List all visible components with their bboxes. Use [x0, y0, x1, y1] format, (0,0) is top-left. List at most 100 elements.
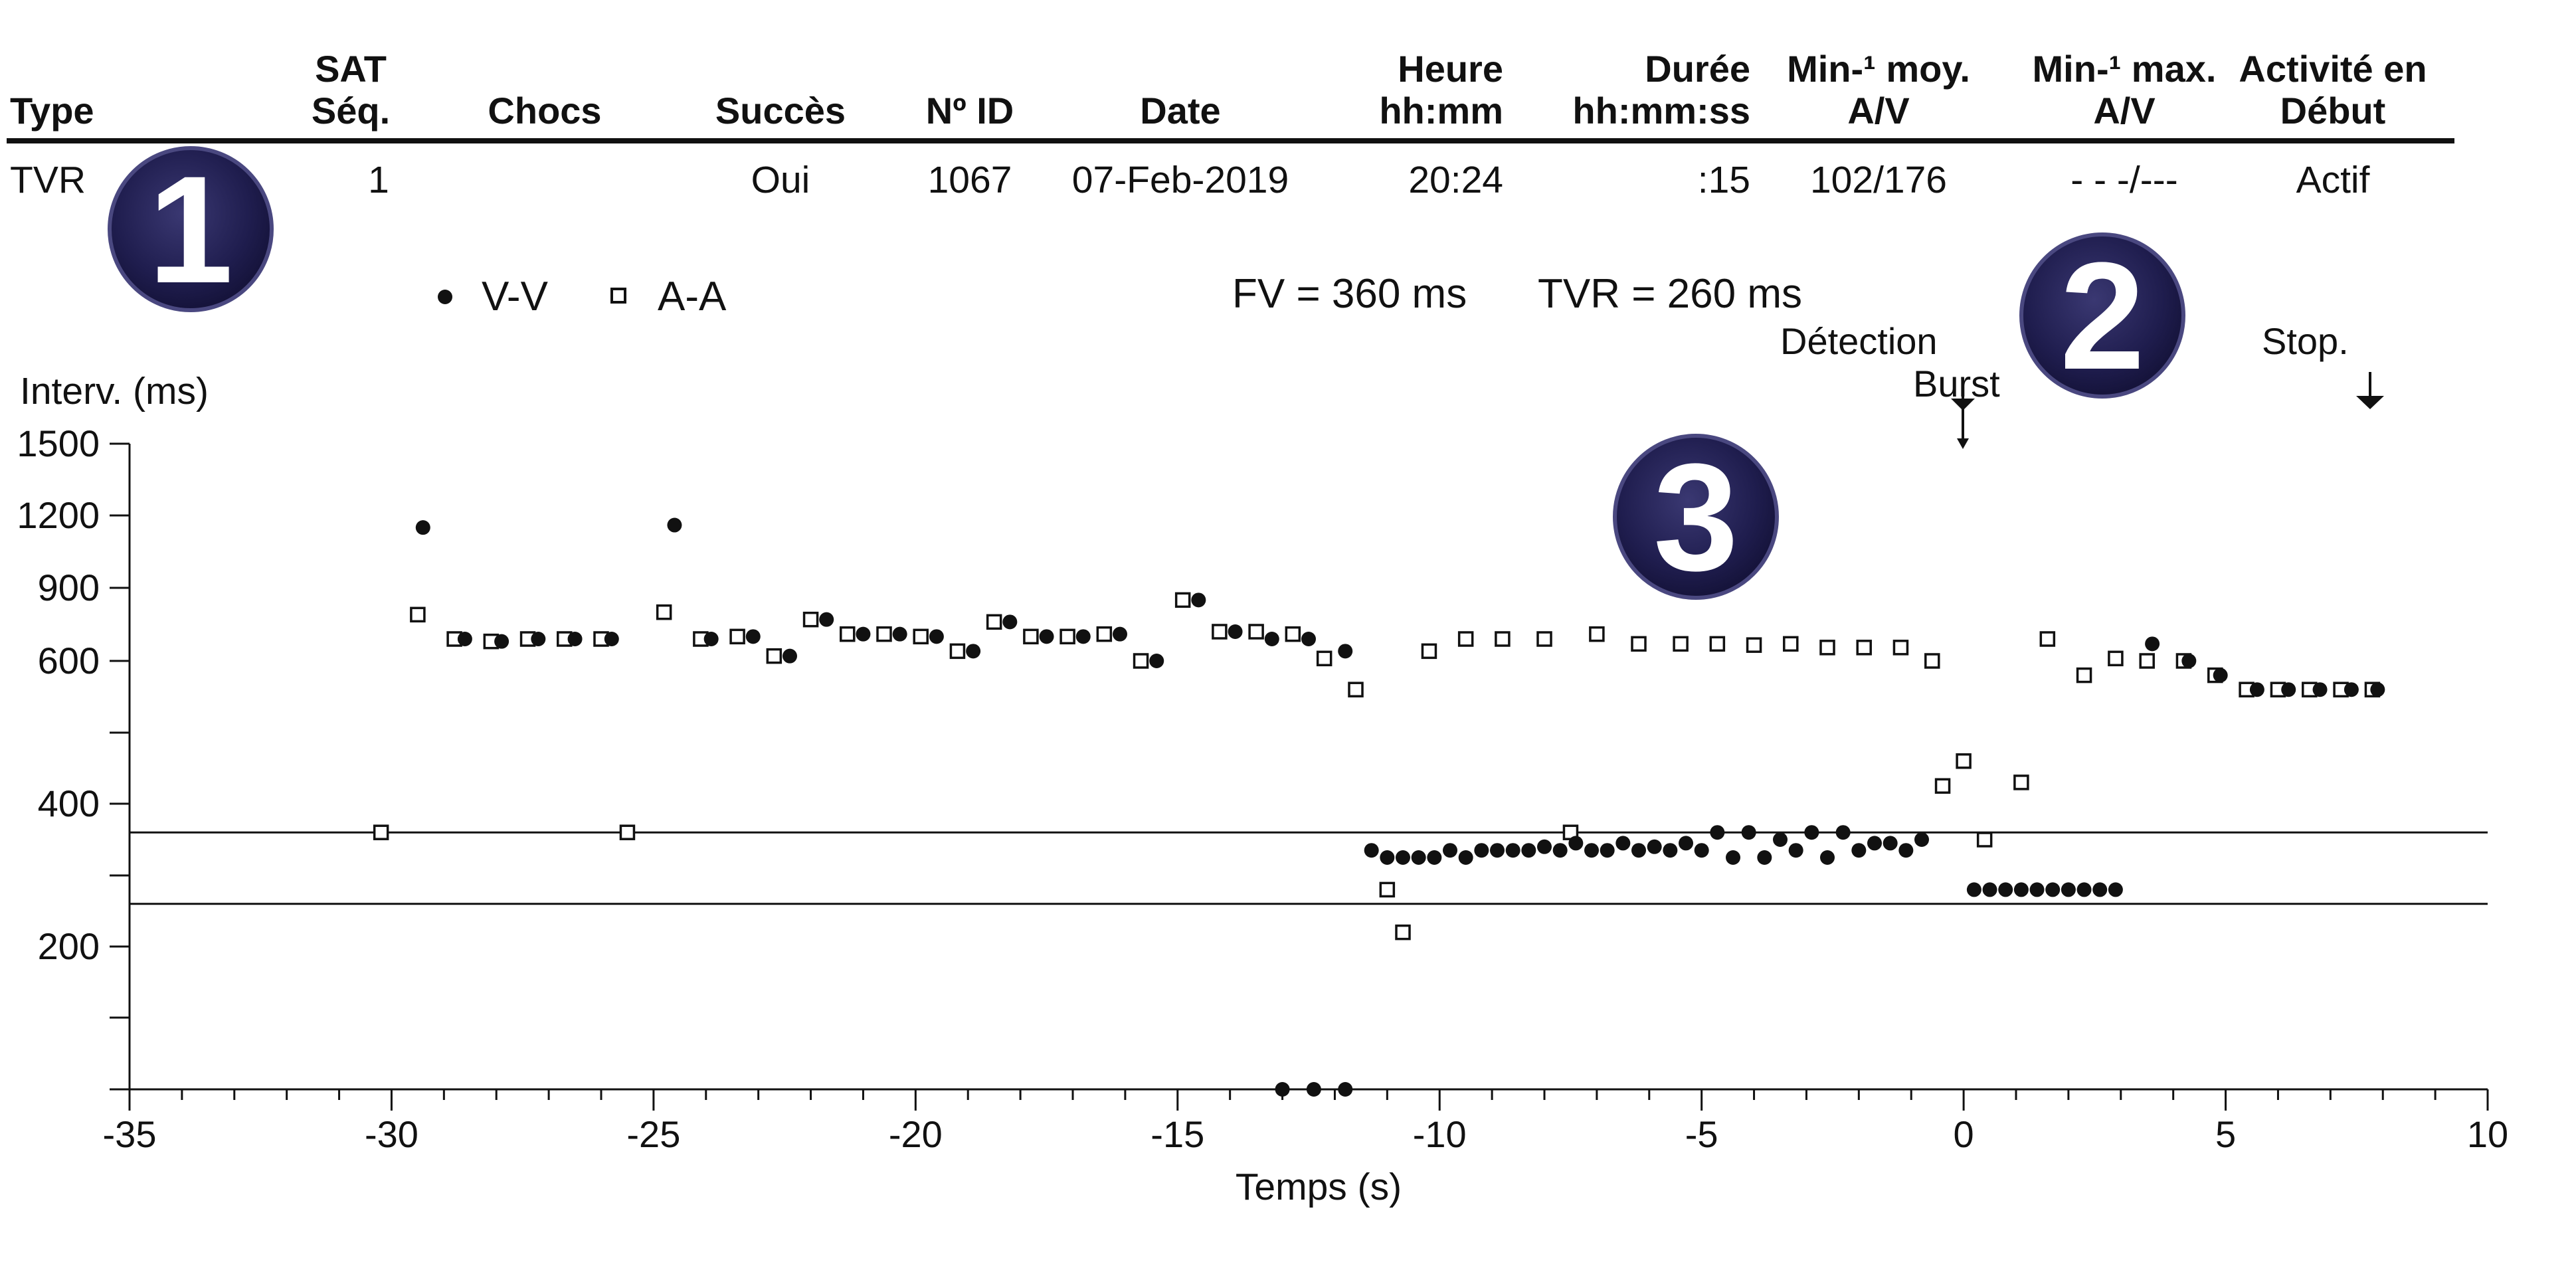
- header-activite-line1: Activité en: [2239, 48, 2427, 90]
- header-moy-line1: Min-¹ moy.: [1787, 48, 1970, 90]
- aa-point: [1709, 636, 1726, 652]
- y-tick-label: 400: [38, 782, 100, 824]
- aa-point: [1457, 631, 1474, 647]
- vv-point: [1191, 592, 1206, 608]
- aa-point: [2039, 631, 2056, 647]
- aa-point: [1673, 636, 1689, 652]
- badge-3: 3: [1613, 432, 1779, 602]
- aa-point: [766, 648, 782, 664]
- event-stop: Stop.: [2262, 320, 2384, 409]
- aa-point: [1956, 753, 1972, 769]
- y-tick-label: 1200: [17, 494, 100, 536]
- cell-succes: Oui: [751, 159, 810, 201]
- vv-point: [1505, 843, 1520, 858]
- vv-point: [1867, 836, 1882, 851]
- legend-aa-label: A-A: [658, 274, 727, 319]
- badge-1: 1: [108, 144, 274, 315]
- vv-point: [1914, 832, 1929, 847]
- aa-point: [986, 614, 1002, 630]
- vv-point: [2213, 668, 2228, 683]
- vv-point: [1647, 839, 1662, 854]
- vv-point: [531, 632, 546, 646]
- aa-point: [876, 626, 892, 642]
- cell-activite: Actif: [2296, 159, 2370, 201]
- header-id: Nº ID: [926, 90, 1014, 132]
- aa-point: [840, 626, 856, 642]
- x-tick-label: -10: [1413, 1113, 1467, 1155]
- vv-point: [782, 648, 797, 664]
- vv-point: [1474, 843, 1489, 858]
- cell-sat-seq: 1: [368, 159, 389, 201]
- vv-point: [1443, 843, 1457, 858]
- vv-point: [1998, 882, 2013, 897]
- vv-point: [703, 632, 719, 646]
- header-activite-line2: Début: [2280, 90, 2386, 132]
- y-tick-label: 900: [38, 567, 100, 608]
- legend-aa-marker: [610, 288, 626, 304]
- vv-point: [2181, 654, 2197, 668]
- aa-point: [1421, 643, 1437, 660]
- cell-max: - - -/---: [2070, 159, 2177, 201]
- vv-point: [1411, 850, 1426, 865]
- legend-vv-marker: [438, 290, 452, 304]
- aa-point: [1133, 653, 1149, 669]
- aa-point: [1316, 650, 1333, 667]
- x-tick-label: -5: [1685, 1113, 1718, 1155]
- cell-heure: 20:24: [1408, 159, 1503, 201]
- aa-point: [913, 628, 929, 645]
- vv-point: [1396, 850, 1410, 865]
- vv-point: [1521, 843, 1536, 858]
- aa-point: [2076, 667, 2092, 683]
- cell-date: 07-Feb-2019: [1072, 159, 1289, 201]
- vv-point: [1275, 1082, 1290, 1097]
- y-tick-label: 200: [38, 925, 100, 967]
- header-succes: Succès: [715, 90, 846, 132]
- aa-point: [656, 604, 672, 620]
- vv-point: [1898, 843, 1914, 858]
- vv-point: [1568, 836, 1584, 851]
- vv-point: [1002, 614, 1018, 630]
- vv-point: [1149, 654, 1164, 668]
- vv-point: [1741, 825, 1756, 840]
- x-tick-label: -30: [365, 1113, 418, 1155]
- vv-point: [1710, 825, 1725, 840]
- vv-point: [1820, 850, 1835, 865]
- series-vv: [415, 517, 2385, 1097]
- aa-point: [1395, 924, 1411, 941]
- detection-label-line1: Détection: [1780, 320, 1938, 362]
- vv-point: [1380, 850, 1395, 865]
- header-sat-line1: SAT: [315, 48, 387, 90]
- vv-point: [1694, 843, 1709, 858]
- aa-point: [619, 824, 636, 840]
- badge-2-circle: [2019, 232, 2185, 399]
- header-heure-line2: hh:mm: [1379, 90, 1503, 132]
- vv-point: [1804, 825, 1819, 840]
- badge-3-circle: [1613, 434, 1779, 600]
- vv-point: [1982, 882, 1997, 897]
- vv-point: [1039, 629, 1054, 644]
- aa-point: [373, 824, 389, 840]
- aa-point: [2108, 650, 2124, 667]
- vv-point: [567, 632, 583, 646]
- aa-point: [949, 643, 966, 660]
- vv-point: [966, 644, 981, 659]
- aa-point: [2139, 653, 2155, 669]
- chart-legend: V-V A-A: [438, 274, 727, 319]
- vv-point: [1301, 632, 1316, 646]
- vv-point: [604, 632, 619, 646]
- vv-point: [1679, 836, 1693, 851]
- vv-point: [1883, 836, 1898, 851]
- x-tick-label: -35: [103, 1113, 157, 1155]
- vv-point: [1228, 624, 1243, 639]
- aa-point: [1248, 624, 1264, 640]
- vv-point: [1364, 843, 1379, 858]
- header-moy-line2: A/V: [1847, 90, 1909, 132]
- vv-point: [1264, 632, 1279, 646]
- vv-point: [2092, 882, 2108, 897]
- x-tick-label: 10: [2467, 1113, 2508, 1155]
- cell-id: 1067: [928, 159, 1012, 201]
- aa-point: [1746, 637, 1762, 653]
- vv-point: [1552, 843, 1568, 858]
- header-max-line2: A/V: [2093, 90, 2155, 132]
- x-tick-label: -20: [889, 1113, 943, 1155]
